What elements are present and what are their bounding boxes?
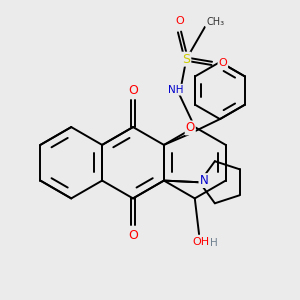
Text: S: S	[182, 52, 190, 66]
Text: O: O	[218, 58, 227, 68]
Text: CH₃: CH₃	[206, 17, 224, 27]
Text: H: H	[210, 238, 218, 248]
Text: O: O	[175, 16, 184, 26]
Text: O: O	[186, 122, 195, 134]
Text: O: O	[128, 229, 138, 242]
Text: O: O	[128, 84, 138, 97]
Text: NH: NH	[167, 85, 183, 95]
Text: OH: OH	[192, 237, 209, 247]
Text: N: N	[200, 174, 208, 187]
